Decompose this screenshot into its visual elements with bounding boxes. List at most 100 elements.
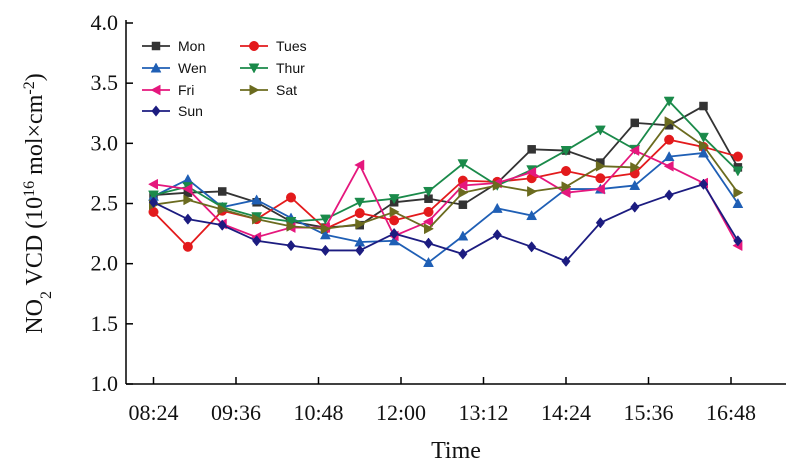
x-tick-label: 14:24 (541, 400, 591, 425)
data-point-sun (183, 213, 193, 225)
data-point-sun (698, 178, 709, 190)
data-point-tues (732, 151, 743, 162)
legend-label: Wen (178, 60, 207, 76)
data-point-sat (699, 140, 710, 152)
data-point-thur (354, 197, 366, 208)
series-tues (148, 134, 743, 252)
data-point-wen (251, 194, 263, 205)
data-point-thur (285, 217, 297, 228)
data-point-sun (286, 239, 296, 252)
x-tick-label: 13:12 (458, 400, 508, 425)
data-point-sat (492, 180, 503, 191)
data-point-sun (664, 189, 674, 201)
data-point-sat (630, 161, 641, 173)
data-point-sun (527, 241, 537, 253)
data-point-tues (389, 215, 400, 226)
legend-item-wen: Wen (142, 60, 207, 76)
data-point-sat (389, 206, 400, 218)
data-point-thur (423, 186, 434, 197)
data-point-mon (699, 101, 708, 111)
data-point-wen (457, 230, 469, 241)
data-point-thur (388, 194, 400, 205)
data-point-sun (595, 217, 605, 229)
legend-label: Thur (276, 60, 305, 76)
series-layer (147, 96, 744, 267)
y-tick-label: 3.0 (91, 130, 119, 155)
data-point-wen (629, 179, 641, 190)
y-tick-label: 1.0 (91, 371, 119, 396)
legend-marker (249, 41, 259, 51)
x-tick-label: 12:00 (376, 400, 426, 425)
legend-marker (151, 41, 161, 51)
legend-label: Fri (178, 82, 194, 98)
data-point-thur (732, 166, 744, 177)
data-point-thur (594, 125, 606, 136)
y-title-base: NO (22, 299, 48, 334)
data-point-sat (424, 223, 435, 235)
legend-label: Tues (276, 38, 307, 54)
x-tick-label: 09:36 (211, 400, 261, 425)
data-point-fri (147, 178, 158, 190)
data-point-tues (182, 241, 193, 252)
data-point-sat (183, 194, 194, 206)
data-point-sun (389, 227, 399, 240)
x-tick-label: 08:24 (128, 400, 178, 425)
series-thur (148, 96, 744, 228)
legend-marker (151, 105, 161, 117)
x-tick-label: 10:48 (293, 400, 343, 425)
data-point-wen (698, 147, 709, 158)
data-point-fri (560, 187, 571, 199)
data-point-fri (422, 216, 433, 227)
data-point-tues (664, 134, 675, 145)
y-ticks: 1.0 1.5 2.0 2.5 3.0 3.5 4.0 (91, 10, 133, 396)
data-point-mon (630, 118, 639, 128)
x-ticks: 08:24 09:36 10:48 12:00 13:12 14:24 15:36 16:48 (128, 377, 756, 425)
y-tick-label: 1.5 (91, 311, 119, 336)
data-point-tues (354, 208, 365, 219)
axes (125, 20, 786, 385)
data-point-fri (182, 183, 193, 195)
series-fri (147, 145, 743, 252)
data-point-sun (320, 244, 330, 257)
data-point-tues (286, 192, 296, 203)
series-sun (148, 178, 743, 267)
data-point-thur (457, 159, 469, 170)
data-point-sat (458, 187, 469, 199)
data-point-tues (561, 166, 571, 177)
data-point-sun (630, 201, 640, 213)
x-tick-label: 16:48 (706, 400, 756, 425)
y-tick-label: 4.0 (91, 10, 119, 35)
y-tick-label: 2.5 (91, 191, 119, 216)
y-tick-label: 3.5 (91, 70, 119, 95)
data-point-sat (252, 213, 263, 225)
data-point-tues (423, 206, 434, 217)
data-point-mon (527, 145, 536, 154)
legend-item-sat: Sat (240, 82, 297, 98)
legend-item-sun: Sun (142, 103, 203, 119)
data-point-wen (319, 229, 331, 240)
data-point-thur (148, 190, 159, 201)
data-point-wen (526, 210, 538, 221)
data-point-sun (355, 244, 365, 257)
y-title-end: ) (22, 73, 48, 81)
data-point-thur (560, 146, 572, 157)
y-title-sub: 2 (38, 291, 55, 299)
data-point-fri (457, 180, 468, 191)
data-point-sat (527, 186, 538, 197)
legend-marker (150, 62, 162, 73)
data-point-wen (491, 202, 503, 213)
data-point-sat (561, 181, 572, 193)
data-point-sat (217, 204, 228, 215)
y-title-mid2: mol×cm (22, 94, 48, 181)
series-line-sun (153, 183, 739, 263)
data-point-sun (217, 219, 227, 231)
legend-label: Sat (276, 82, 297, 98)
data-point-wen (732, 197, 744, 208)
series-line-thur (153, 99, 739, 223)
series-sat (149, 116, 744, 235)
legend-marker (248, 63, 260, 74)
data-point-thur (663, 96, 675, 107)
legend-marker (150, 84, 161, 96)
data-point-wen (663, 151, 675, 162)
legend-item-thur: Thur (240, 60, 305, 76)
